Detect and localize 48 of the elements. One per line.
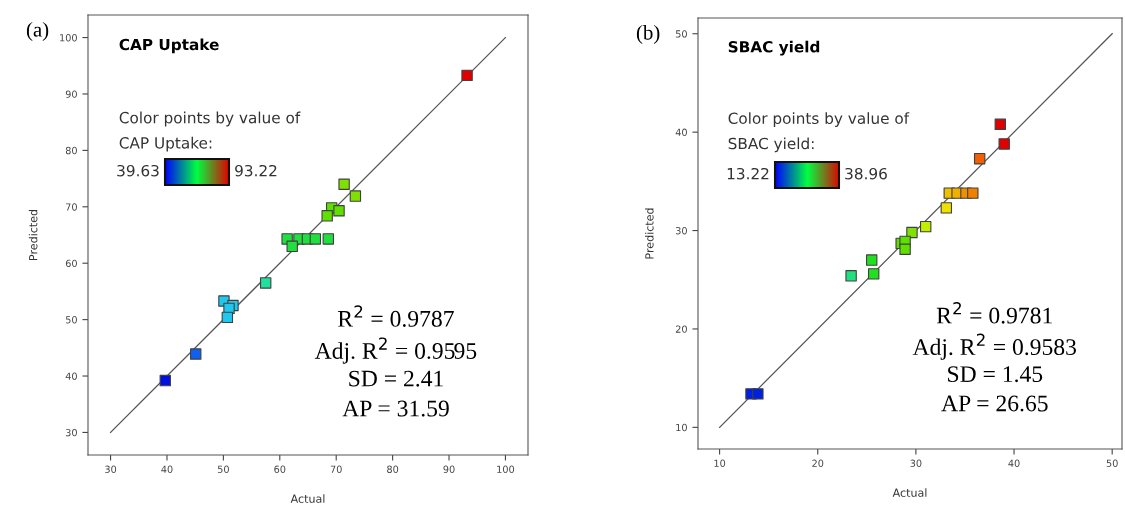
y-tick-label: 30 <box>675 227 687 235</box>
x-axis-title: Actual <box>892 488 927 497</box>
x-tick-label: 30 <box>910 459 922 467</box>
y-tick-label: 30 <box>65 428 77 437</box>
x-tick-label: 10 <box>714 459 726 467</box>
annotation: Adj. R$^{2}$ = 0.9595 <box>314 337 477 364</box>
x-tick-label: 20 <box>812 459 824 467</box>
y-tick-label: 10 <box>676 423 687 432</box>
text: (b) <box>636 25 660 44</box>
x-tick-label: 50 <box>1106 459 1118 467</box>
y-tick-label: 40 <box>675 128 687 136</box>
annotation: R$^{2}$ = 0.9787 <box>338 305 454 327</box>
y-tick-label: 70 <box>66 203 77 211</box>
text: SBAC yield <box>728 40 820 56</box>
legend-title: Color points by value of CAP Uptake: <box>119 111 301 152</box>
annotation: SD = 2.41 <box>349 370 443 387</box>
y-tick-label: 100 <box>60 34 77 42</box>
x-tick-label: 40 <box>1008 459 1020 467</box>
y-tick-label: 90 <box>65 90 77 98</box>
y-tick-label: 40 <box>65 372 77 380</box>
annotation: AP = 31.59 <box>342 400 449 417</box>
y-tick-label: 20 <box>675 325 687 333</box>
x-tick-label: 40 <box>161 465 173 473</box>
x-tick-label: 60 <box>274 465 286 473</box>
text: CAP Uptake <box>119 38 219 54</box>
y-axis-title: Predicted <box>28 209 38 260</box>
annotation: 93.22 <box>235 164 277 177</box>
y-tick-label: 80 <box>65 146 77 155</box>
annotation: AP = 26.65 <box>941 395 1048 412</box>
x-tick-label: 30 <box>105 465 117 473</box>
y-axis-title: Predicted <box>645 208 654 259</box>
x-tick-label: 70 <box>330 465 342 473</box>
y-tick-label: 50 <box>65 316 77 324</box>
annotation: R$^{2}$ = 0.9781 <box>936 302 1052 324</box>
x-axis-title: Actual <box>290 494 325 503</box>
annotation: Adj. R$^{2}$ = 0.9583 <box>912 333 1076 360</box>
annotation: 38.96 <box>845 167 887 180</box>
text: (a) <box>26 22 49 41</box>
annotation: SD = 1.45 <box>948 366 1043 383</box>
annotation: 39.63 <box>117 164 159 177</box>
y-tick-label: 50 <box>675 30 687 38</box>
x-tick-label: 80 <box>387 465 399 473</box>
annotation: 13.22 <box>727 167 769 180</box>
x-tick-label: 90 <box>443 465 455 473</box>
x-tick-label: 100 <box>497 465 515 473</box>
y-tick-label: 60 <box>65 259 77 268</box>
x-tick-label: 50 <box>217 465 229 473</box>
legend-title: Color points by value of SBAC yield: <box>728 112 910 153</box>
